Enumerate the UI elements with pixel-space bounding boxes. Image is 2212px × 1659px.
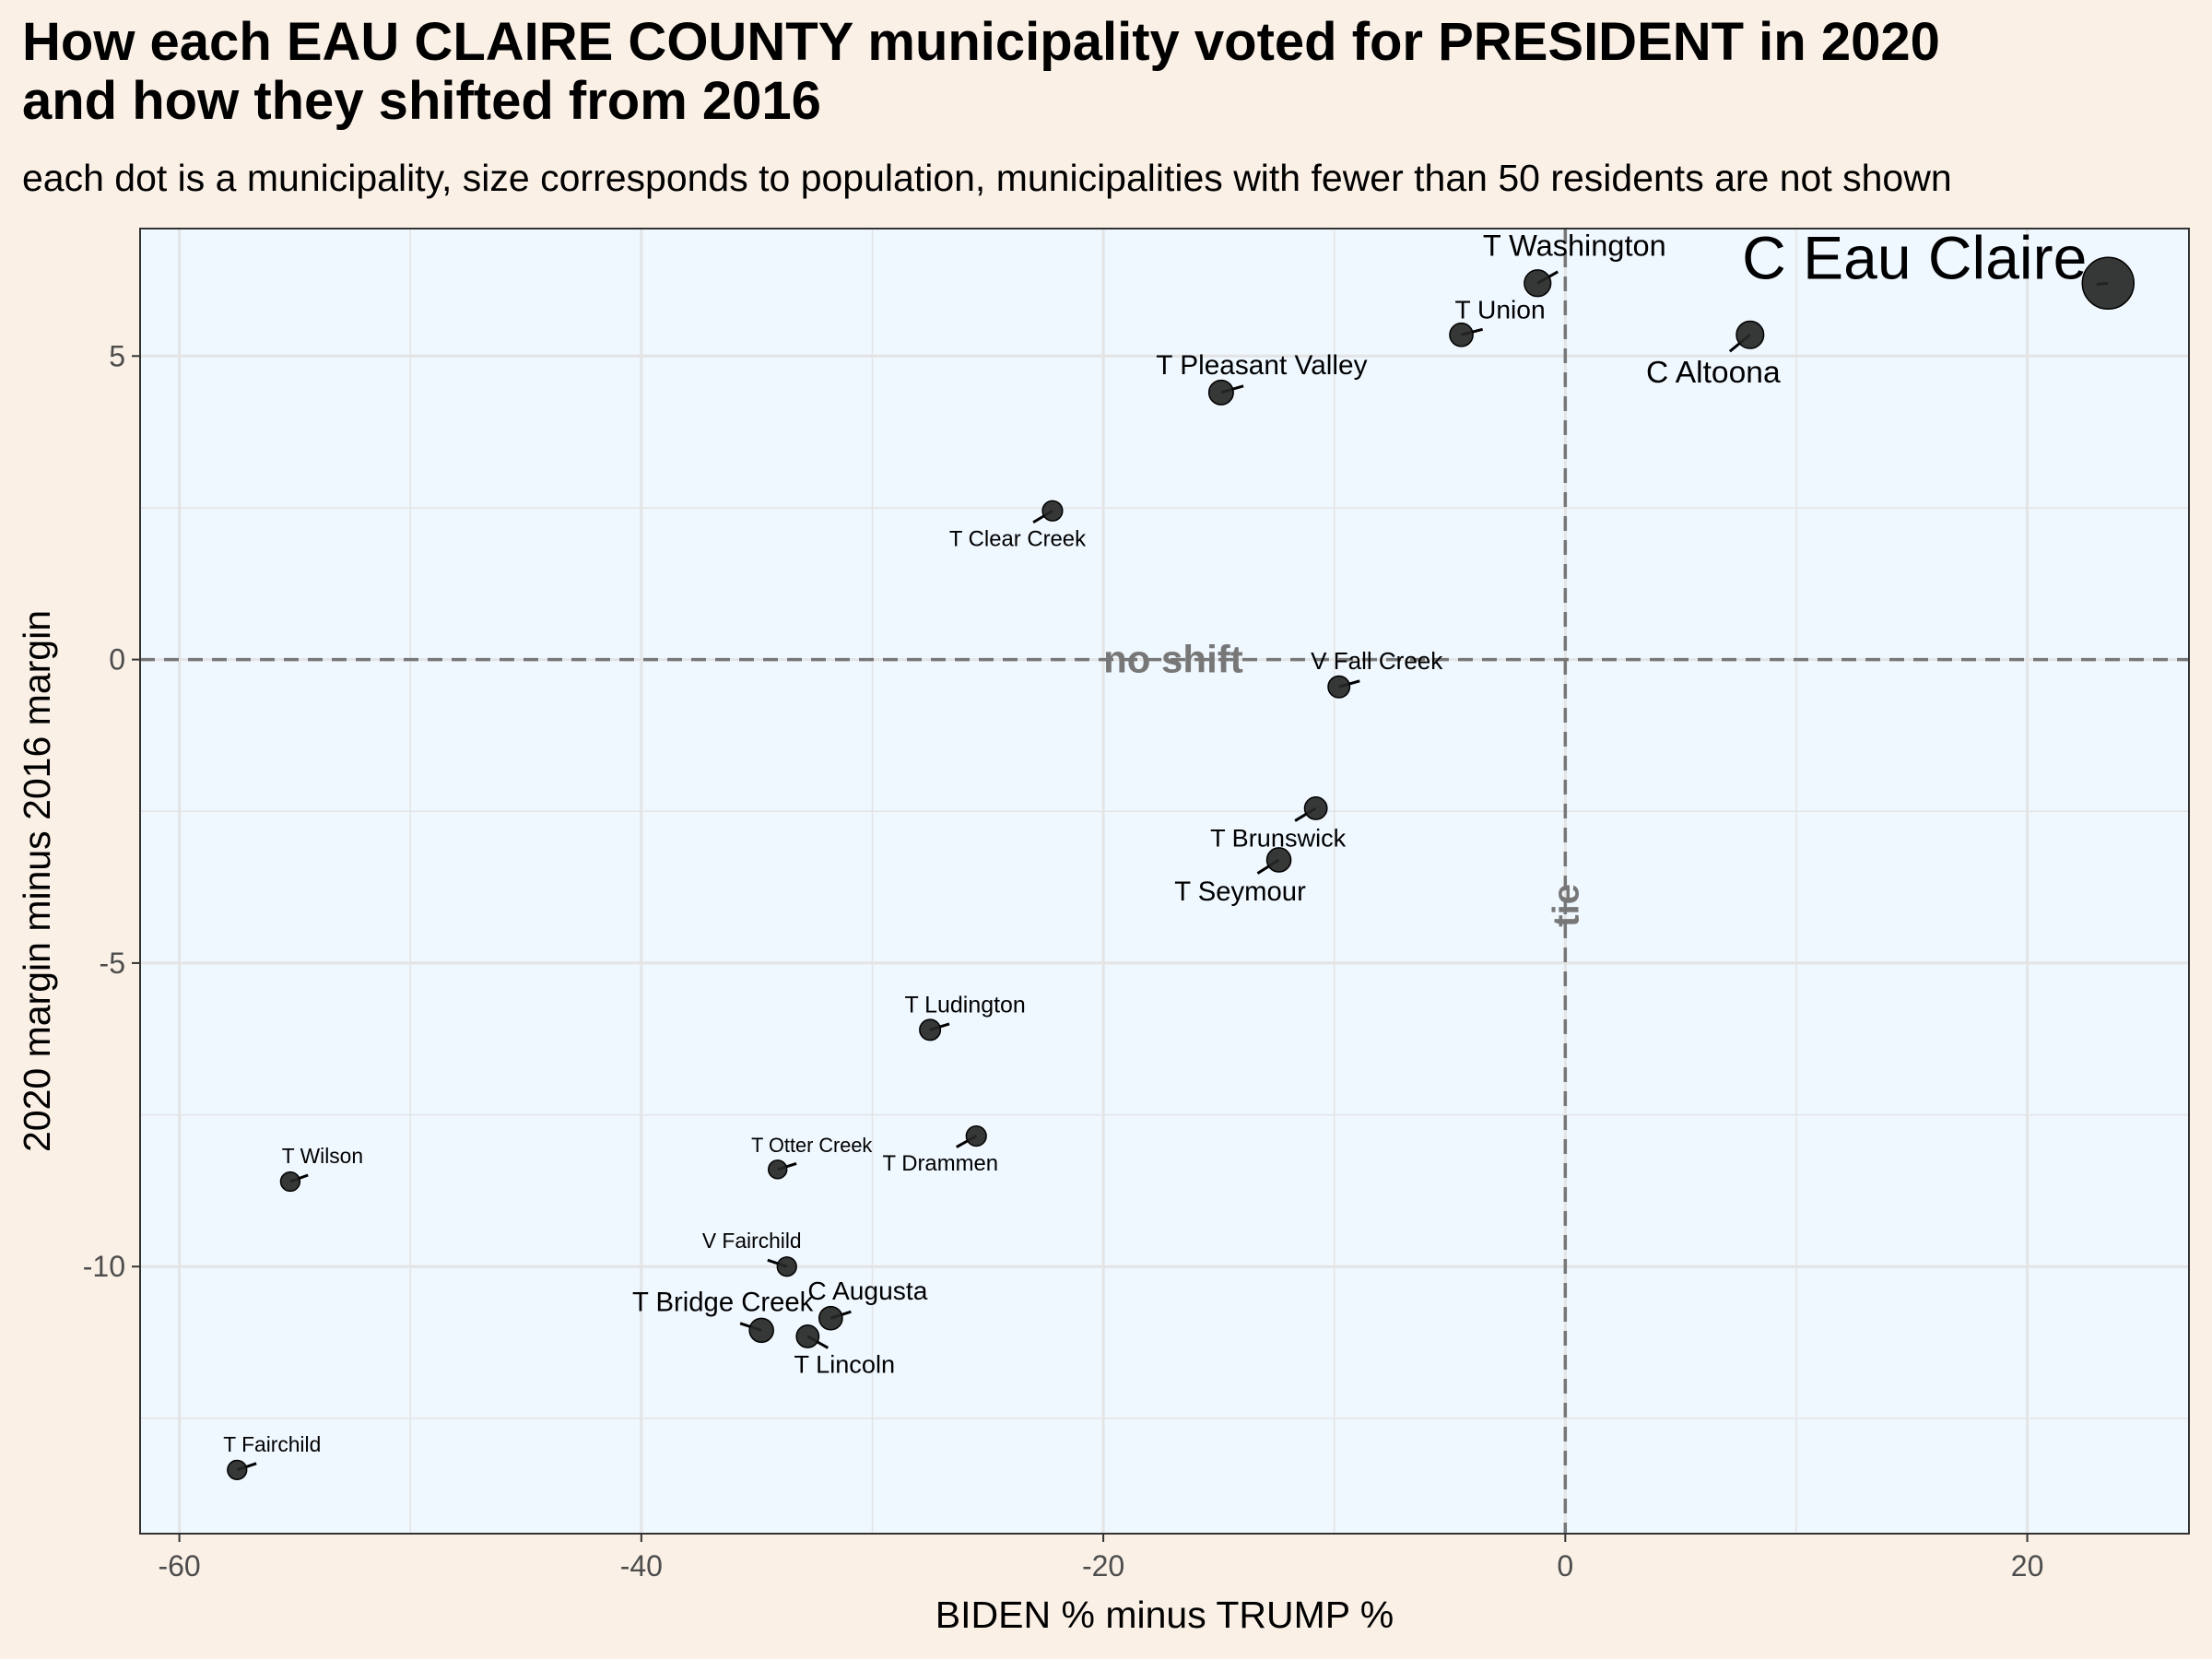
point-label-v-fairchild: V Fairchild xyxy=(702,1229,802,1253)
chart-title-line-2: and how they shifted from 2016 xyxy=(22,71,821,131)
chart-title-line-1: How each EAU CLAIRE COUNTY municipality … xyxy=(22,13,1940,72)
point-t-ludington xyxy=(919,1018,942,1041)
point-label-t-fairchild: T Fairchild xyxy=(223,1432,321,1456)
point-v-fall-creek xyxy=(1327,675,1351,699)
y-tick-label: -5 xyxy=(100,947,125,980)
point-label-v-fall-creek: V Fall Creek xyxy=(1311,647,1443,675)
point-label-t-otter-creek: T Otter Creek xyxy=(751,1134,872,1157)
point-t-seymour xyxy=(1265,847,1292,873)
point-t-otter-creek xyxy=(768,1159,788,1180)
y-tick-label: -10 xyxy=(83,1250,125,1283)
point-label-t-clear-creek: T Clear Creek xyxy=(949,527,1086,552)
chart-subtitle: each dot is a municipality, size corresp… xyxy=(22,157,1952,199)
no-shift-label: no shift xyxy=(1103,638,1243,681)
point-label-t-wilson: T Wilson xyxy=(282,1144,363,1168)
x-axis-title: BIDEN % minus TRUMP % xyxy=(935,1594,1394,1636)
x-tick-label: -20 xyxy=(1082,1549,1124,1583)
point-t-washington xyxy=(1524,269,1552,298)
plot-panel xyxy=(140,229,2189,1534)
x-tick-label: 0 xyxy=(1557,1549,1573,1583)
point-label-c-eau-claire: C Eau Claire xyxy=(1742,223,2087,291)
point-label-t-drammen: T Drammen xyxy=(882,1151,998,1176)
point-label-t-ludington: T Ludington xyxy=(904,992,1025,1018)
point-c-altoona xyxy=(1735,320,1765,349)
point-t-lincoln xyxy=(795,1324,820,1348)
point-t-bridge-creek xyxy=(748,1317,774,1344)
point-label-t-washington: T Washington xyxy=(1483,229,1666,262)
point-t-union xyxy=(1449,322,1474,347)
point-t-clear-creek xyxy=(1041,500,1064,522)
point-label-c-augusta: C Augusta xyxy=(807,1276,927,1305)
point-t-fairchild xyxy=(227,1459,248,1480)
plot-border xyxy=(139,228,2190,1535)
point-label-t-seymour: T Seymour xyxy=(1174,877,1306,907)
point-t-wilson xyxy=(279,1171,301,1193)
chart-title: How each EAU CLAIRE COUNTY municipality … xyxy=(22,13,2212,131)
point-c-eau-claire xyxy=(2081,256,2136,311)
x-tick-label: -40 xyxy=(620,1549,663,1583)
tie-label: tie xyxy=(1546,884,1586,927)
x-tick-label: 20 xyxy=(2011,1549,2044,1583)
point-label-t-brunswick: T Brunswick xyxy=(1210,823,1347,852)
y-tick-label: 5 xyxy=(109,339,125,372)
point-label-t-pleasant-valley: T Pleasant Valley xyxy=(1156,350,1367,381)
point-v-fairchild xyxy=(776,1256,797,1277)
x-tick-label: -60 xyxy=(158,1549,200,1583)
point-t-brunswick xyxy=(1303,796,1328,820)
point-c-augusta xyxy=(818,1305,843,1331)
point-label-t-union: T Union xyxy=(1454,294,1545,324)
point-t-pleasant-valley xyxy=(1207,379,1234,406)
y-axis-title: 2020 margin minus 2016 margin xyxy=(16,610,58,1152)
point-label-c-altoona: C Altoona xyxy=(1646,356,1781,390)
point-t-drammen xyxy=(965,1125,987,1147)
point-label-t-bridge-creek: T Bridge Creek xyxy=(632,1287,814,1317)
point-label-t-lincoln: T Lincoln xyxy=(794,1349,896,1378)
y-tick-label: 0 xyxy=(109,643,125,677)
